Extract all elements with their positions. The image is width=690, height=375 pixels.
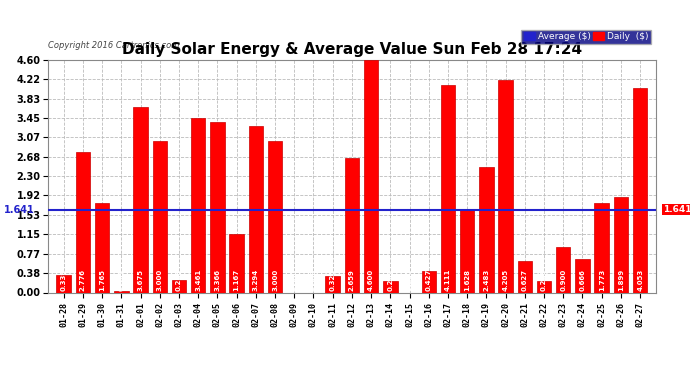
Text: 0.227: 0.227	[387, 270, 393, 291]
Text: 1.773: 1.773	[599, 269, 604, 291]
Text: 0.021: 0.021	[118, 269, 124, 291]
Text: 1.899: 1.899	[618, 269, 624, 291]
Text: 0.427: 0.427	[426, 269, 432, 291]
Text: 0.666: 0.666	[580, 270, 586, 291]
Text: 0.236: 0.236	[541, 270, 547, 291]
Text: 2.483: 2.483	[484, 269, 489, 291]
Bar	[191, 118, 206, 292]
Bar	[57, 275, 71, 292]
Bar	[498, 80, 513, 292]
Text: Copyright 2016 Cartronics.com: Copyright 2016 Cartronics.com	[48, 41, 179, 50]
Text: 3.294: 3.294	[253, 269, 259, 291]
Text: 3.000: 3.000	[272, 269, 278, 291]
Text: 0.627: 0.627	[522, 270, 528, 291]
Text: 0.000: 0.000	[310, 269, 317, 291]
Bar	[556, 247, 571, 292]
Text: 1.167: 1.167	[234, 269, 239, 291]
Text: 0.238: 0.238	[176, 269, 182, 291]
Bar	[613, 196, 628, 292]
Bar	[595, 203, 609, 292]
Bar	[229, 234, 244, 292]
Text: 3.675: 3.675	[137, 270, 144, 291]
Text: 1.641: 1.641	[4, 204, 35, 214]
Bar	[518, 261, 532, 292]
Text: 0.900: 0.900	[560, 269, 566, 291]
Bar	[268, 141, 282, 292]
Bar	[422, 271, 436, 292]
Bar	[575, 259, 590, 292]
Bar	[633, 88, 647, 292]
Bar	[76, 152, 90, 292]
Text: 1.628: 1.628	[464, 270, 470, 291]
Bar	[95, 203, 109, 292]
Text: 4.111: 4.111	[445, 269, 451, 291]
Text: 4.600: 4.600	[368, 269, 374, 291]
Bar	[479, 167, 493, 292]
Bar	[172, 280, 186, 292]
Text: 0.000: 0.000	[291, 269, 297, 291]
Bar	[248, 126, 263, 292]
Bar	[537, 280, 551, 292]
Bar	[441, 85, 455, 292]
Legend: Average ($), Daily  ($): Average ($), Daily ($)	[522, 30, 651, 44]
Bar	[345, 158, 359, 292]
Bar	[152, 141, 167, 292]
Text: 0.320: 0.320	[330, 269, 335, 291]
Text: 3.461: 3.461	[195, 269, 201, 291]
Text: 4.205: 4.205	[502, 269, 509, 291]
Text: 0.000: 0.000	[406, 269, 413, 291]
Bar	[133, 107, 148, 292]
Text: 4.053: 4.053	[637, 269, 643, 291]
Bar	[460, 210, 475, 292]
Bar	[383, 281, 397, 292]
Text: 2.659: 2.659	[349, 270, 355, 291]
Text: 3.366: 3.366	[215, 270, 220, 291]
Text: 0.339: 0.339	[61, 269, 67, 291]
Bar	[364, 60, 378, 292]
Text: 1.765: 1.765	[99, 270, 105, 291]
Bar	[326, 276, 340, 292]
Bar	[114, 291, 128, 292]
Title: Daily Solar Energy & Average Value Sun Feb 28 17:24: Daily Solar Energy & Average Value Sun F…	[122, 42, 582, 57]
Text: 3.000: 3.000	[157, 269, 163, 291]
Text: 1.641: 1.641	[663, 205, 690, 214]
Text: 2.776: 2.776	[80, 270, 86, 291]
Bar	[210, 122, 225, 292]
